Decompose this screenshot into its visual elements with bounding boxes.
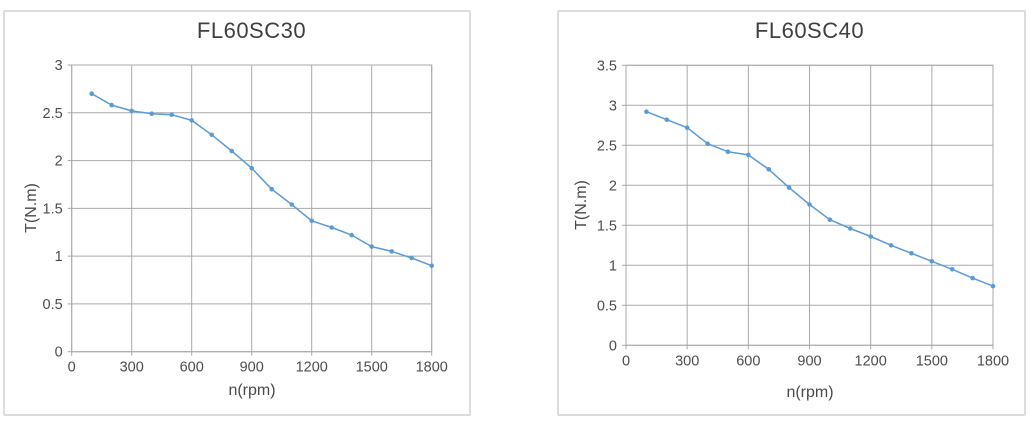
y-tick-label: 1.5 bbox=[43, 201, 63, 217]
x-tick-label: 1500 bbox=[356, 360, 388, 376]
x-tick-label: 900 bbox=[240, 360, 264, 376]
y-tick-label: 2.5 bbox=[43, 106, 63, 122]
data-point bbox=[664, 117, 670, 122]
data-point bbox=[786, 185, 792, 190]
data-point bbox=[705, 141, 710, 146]
y-tick-label: 0 bbox=[609, 338, 617, 354]
y-tick-label: 2 bbox=[609, 178, 617, 194]
data-point bbox=[868, 234, 873, 239]
data-point bbox=[389, 249, 395, 254]
y-tick-label: 1 bbox=[609, 258, 617, 274]
series-line bbox=[90, 92, 433, 267]
data-point bbox=[109, 102, 114, 108]
data-point bbox=[249, 165, 254, 171]
x-axis-label: n(rpm) bbox=[786, 384, 834, 401]
x-tick-label: 0 bbox=[622, 353, 630, 369]
data-point bbox=[827, 217, 833, 222]
data-point bbox=[970, 275, 975, 281]
x-tick-label: 1500 bbox=[916, 353, 948, 369]
y-tick-label: 3 bbox=[609, 98, 617, 114]
data-point bbox=[725, 149, 731, 154]
data-point bbox=[848, 226, 853, 231]
data-point bbox=[149, 111, 154, 116]
y-tick-label: 0 bbox=[55, 345, 63, 361]
x-tick-label: 1800 bbox=[416, 360, 448, 376]
data-point bbox=[807, 202, 812, 207]
x-tick-label: 0 bbox=[68, 360, 76, 376]
y-tick-label: 1 bbox=[55, 249, 63, 265]
x-axis-label: n(rpm) bbox=[228, 382, 276, 399]
y-tick-label: 3 bbox=[55, 58, 63, 74]
data-point bbox=[129, 108, 134, 114]
y-tick-label: 3.5 bbox=[597, 58, 617, 74]
x-tick-label: 600 bbox=[736, 353, 760, 369]
y-tick-label: 2.5 bbox=[597, 138, 617, 154]
data-point bbox=[169, 112, 174, 117]
chart-panel-fl60sc30: FL60SC30 T(N.m) n(rpm) 0 300 600 900 1200 150… bbox=[3, 10, 471, 416]
data-point bbox=[229, 148, 234, 154]
chart-panel-fl60sc40: FL60SC40 T(N.m) n(rpm) 0 300 600 900 1200 150… bbox=[557, 10, 1026, 416]
y-tick-label: 0.5 bbox=[597, 298, 617, 314]
y-tick-label: 1.5 bbox=[597, 218, 617, 234]
x-tick-label: 900 bbox=[797, 353, 821, 369]
data-point bbox=[289, 202, 295, 207]
x-tick-label: 1200 bbox=[855, 353, 887, 369]
x-tick-label: 600 bbox=[180, 360, 204, 376]
data-point bbox=[209, 132, 214, 138]
data-point bbox=[909, 251, 914, 256]
data-point bbox=[746, 152, 751, 158]
data-point bbox=[89, 91, 94, 96]
y-tick-label: 2 bbox=[55, 154, 63, 170]
x-tick-label: 1800 bbox=[977, 353, 1009, 369]
data-point bbox=[684, 125, 690, 130]
data-point bbox=[269, 186, 275, 192]
y-tick-label: 0.5 bbox=[43, 297, 63, 313]
series-line bbox=[645, 110, 994, 287]
x-tick-label: 300 bbox=[675, 353, 699, 369]
data-point bbox=[329, 225, 335, 230]
data-point bbox=[189, 118, 194, 123]
data-point bbox=[929, 259, 935, 264]
data-point bbox=[429, 263, 435, 268]
chart-title: FL60SC40 bbox=[754, 18, 865, 43]
plot-area: 0 300 600 900 1200 1500 1800 0 0.5 1 1.5 2 2.5 3 3.5 bbox=[597, 58, 1009, 369]
data-point bbox=[309, 218, 315, 224]
data-point bbox=[888, 243, 894, 248]
x-tick-label: 1200 bbox=[296, 360, 328, 376]
chart-title: FL60SC30 bbox=[196, 18, 307, 43]
data-point bbox=[766, 167, 771, 172]
data-point bbox=[990, 283, 996, 289]
data-point bbox=[409, 255, 415, 261]
plot-area: 0 300 600 900 1200 1500 1800 0 0.5 1 1.5 2 2.5 3 bbox=[43, 58, 448, 376]
data-point bbox=[949, 267, 955, 272]
data-point bbox=[644, 109, 649, 114]
x-tick-label: 300 bbox=[120, 360, 144, 376]
data-point bbox=[349, 232, 355, 238]
data-point bbox=[369, 244, 375, 249]
